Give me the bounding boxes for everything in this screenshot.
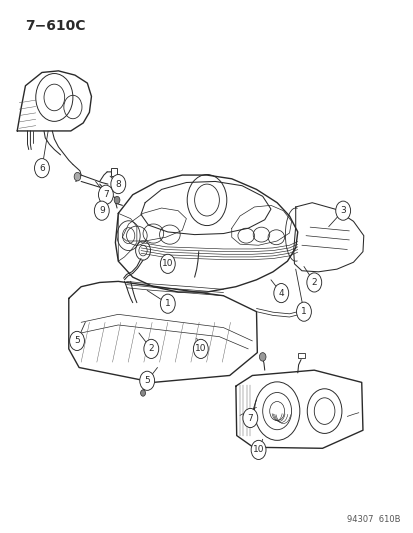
Text: 7: 7: [247, 414, 253, 423]
Circle shape: [242, 408, 257, 427]
FancyBboxPatch shape: [111, 168, 117, 175]
Circle shape: [335, 201, 350, 220]
Circle shape: [69, 332, 84, 351]
Text: 94307  610B: 94307 610B: [347, 515, 400, 524]
Circle shape: [111, 174, 126, 193]
Circle shape: [98, 185, 113, 204]
Text: 3: 3: [339, 206, 345, 215]
Circle shape: [251, 440, 266, 459]
Circle shape: [273, 284, 288, 303]
Circle shape: [193, 340, 208, 359]
Text: 2: 2: [148, 344, 154, 353]
Text: 10: 10: [195, 344, 206, 353]
Text: 2: 2: [311, 278, 316, 287]
Text: 8: 8: [115, 180, 121, 189]
FancyBboxPatch shape: [297, 353, 304, 359]
Text: 7: 7: [103, 190, 109, 199]
Circle shape: [74, 172, 81, 181]
Circle shape: [160, 254, 175, 273]
Circle shape: [140, 371, 154, 390]
Text: 1: 1: [164, 299, 170, 308]
Text: 6: 6: [39, 164, 45, 173]
Circle shape: [94, 201, 109, 220]
Text: 10: 10: [161, 260, 173, 268]
Circle shape: [114, 196, 120, 204]
Circle shape: [140, 390, 145, 396]
Text: 9: 9: [99, 206, 104, 215]
Circle shape: [306, 273, 321, 292]
Circle shape: [259, 353, 266, 361]
Circle shape: [160, 294, 175, 313]
Text: 10: 10: [252, 446, 263, 455]
Text: 1: 1: [300, 307, 306, 316]
Text: 5: 5: [74, 336, 80, 345]
Text: 5: 5: [144, 376, 150, 385]
Circle shape: [296, 302, 311, 321]
Text: 4: 4: [278, 288, 283, 297]
Circle shape: [144, 340, 158, 359]
Circle shape: [34, 159, 49, 177]
Text: 7−610C: 7−610C: [25, 19, 86, 33]
